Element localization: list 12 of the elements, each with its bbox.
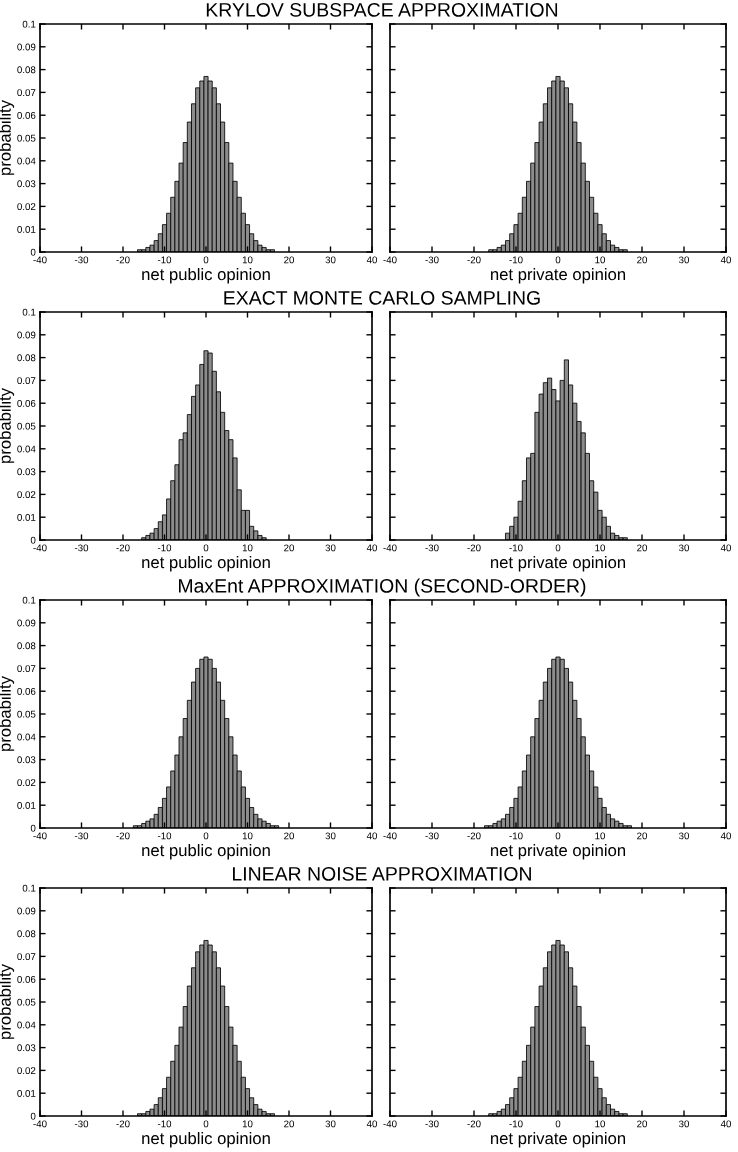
chart-title: MaxEnt APPROXIMATION (SECOND-ORDER) [179,578,586,597]
x-axis-title: net public opinion [142,556,270,572]
chart-title: EXACT MONTE CARLO SAMPLING [224,290,540,305]
chart-title: LINEAR NOISE APPROXIMATION [233,866,531,881]
x-axis-title: net private opinion [491,1132,626,1148]
x-axis-title: net private opinion [491,268,626,284]
x-axis-title: net private opinion [491,556,626,572]
x-axis-title: net public opinion [142,844,270,860]
x-axis-title: net public opinion [142,268,270,284]
x-axis-title: net public opinion [142,1132,270,1148]
x-axis-title: net private opinion [491,844,626,860]
chart-title: KRYLOV SUBSPACE APPROXIMATION [206,2,558,17]
